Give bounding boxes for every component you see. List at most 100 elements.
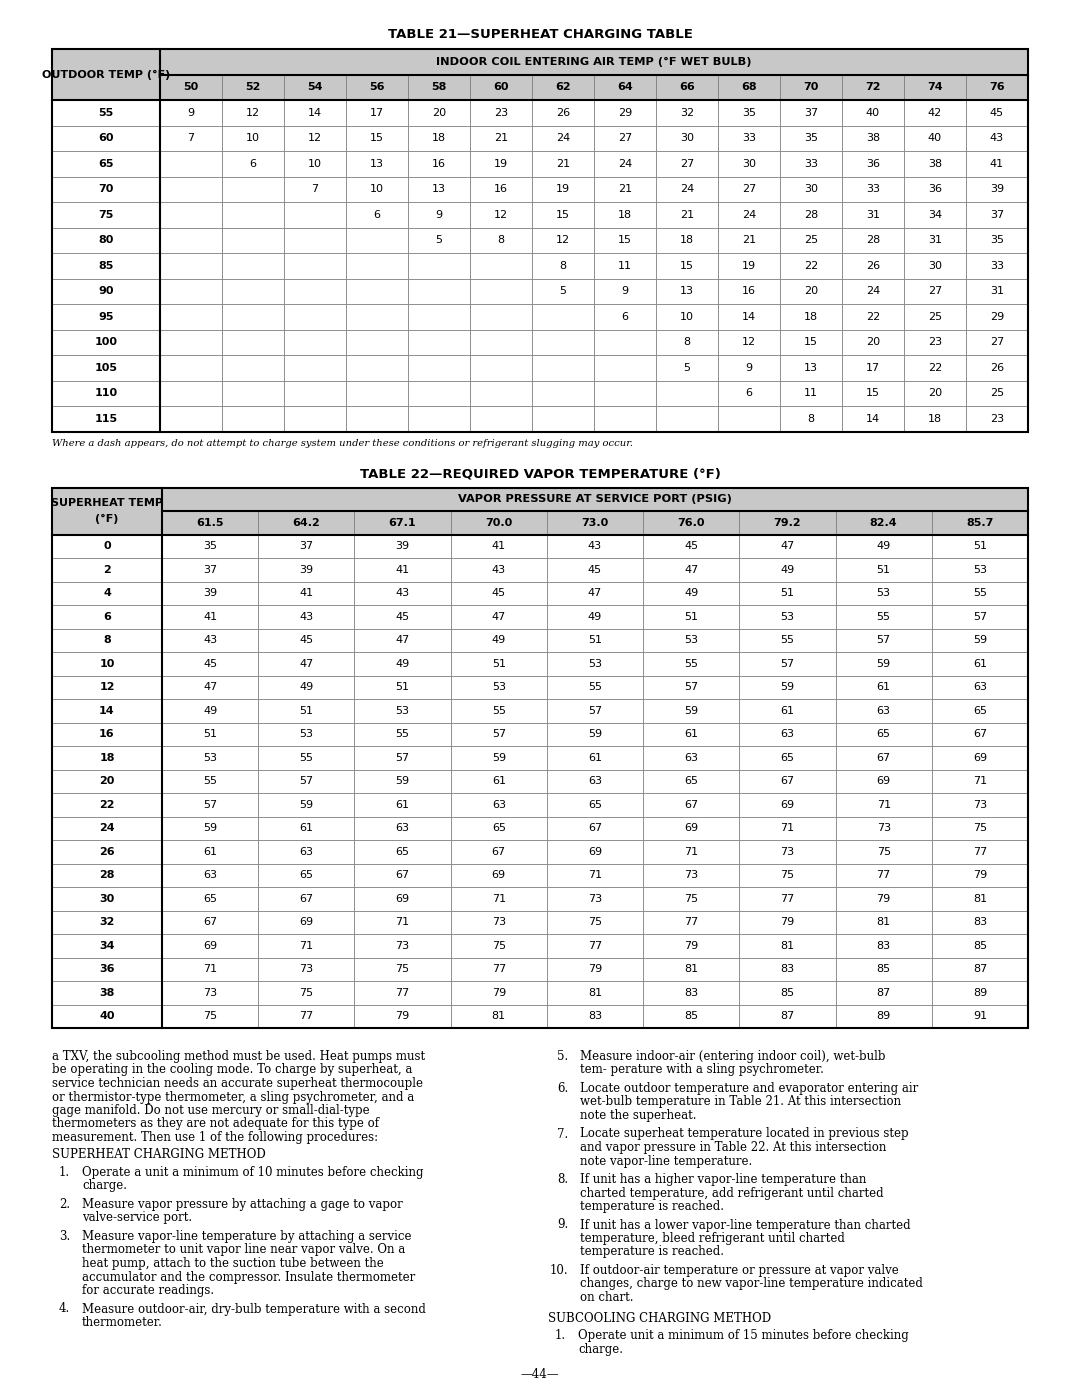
Bar — [160, 305, 222, 330]
Bar — [842, 126, 904, 151]
Text: SUPERHEAT TEMP: SUPERHEAT TEMP — [51, 499, 163, 509]
Text: 71: 71 — [973, 777, 987, 787]
Bar — [470, 355, 532, 380]
Bar — [740, 770, 836, 793]
Bar — [346, 126, 408, 151]
Text: 57: 57 — [491, 729, 505, 739]
Bar — [594, 176, 656, 203]
Bar — [546, 793, 643, 816]
Text: 28: 28 — [866, 235, 880, 246]
Bar — [546, 511, 643, 535]
Bar — [470, 278, 532, 305]
Text: 85.7: 85.7 — [967, 518, 994, 528]
Bar — [656, 151, 718, 176]
Bar — [450, 676, 546, 698]
Text: 35: 35 — [804, 133, 818, 144]
Text: 63: 63 — [588, 777, 602, 787]
Bar — [594, 101, 656, 126]
Bar — [160, 228, 222, 253]
Bar — [532, 176, 594, 203]
Text: 7: 7 — [188, 133, 194, 144]
Text: 81: 81 — [781, 940, 795, 951]
Text: 47: 47 — [203, 682, 217, 693]
Text: 71: 71 — [491, 894, 505, 904]
Bar — [656, 380, 718, 407]
Text: 69: 69 — [395, 894, 409, 904]
Bar — [966, 74, 1028, 101]
Bar — [450, 557, 546, 581]
Bar — [932, 605, 1028, 629]
Bar — [52, 863, 162, 887]
Text: 83: 83 — [973, 918, 987, 928]
Bar — [836, 1004, 932, 1028]
Bar — [346, 330, 408, 355]
Text: 81: 81 — [877, 918, 891, 928]
Text: 37: 37 — [990, 210, 1004, 219]
Bar — [354, 770, 450, 793]
Text: 37: 37 — [203, 564, 217, 574]
Bar — [258, 816, 354, 840]
Bar — [354, 981, 450, 1004]
Text: 57: 57 — [781, 659, 795, 669]
Text: 65: 65 — [395, 847, 409, 856]
Bar — [966, 355, 1028, 380]
Text: 55: 55 — [781, 636, 795, 645]
Bar — [780, 151, 842, 176]
Bar — [546, 652, 643, 676]
Text: 72: 72 — [865, 82, 881, 92]
Bar — [780, 176, 842, 203]
Bar — [532, 407, 594, 432]
Text: 55: 55 — [395, 729, 409, 739]
Text: 49: 49 — [491, 636, 505, 645]
Text: 38: 38 — [866, 133, 880, 144]
Text: 63: 63 — [973, 682, 987, 693]
Bar — [52, 151, 160, 176]
Text: 16: 16 — [742, 286, 756, 296]
Text: 10: 10 — [308, 159, 322, 169]
Text: 23: 23 — [990, 414, 1004, 423]
Bar — [842, 203, 904, 228]
Text: Where a dash appears, do not attempt to charge system under these conditions or : Where a dash appears, do not attempt to … — [52, 440, 633, 448]
Bar — [258, 676, 354, 698]
Bar — [546, 981, 643, 1004]
Text: 9: 9 — [621, 286, 629, 296]
Bar — [52, 816, 162, 840]
Text: 37: 37 — [804, 108, 818, 117]
Text: 25: 25 — [928, 312, 942, 321]
Bar — [162, 581, 258, 605]
Bar — [408, 330, 470, 355]
Bar — [932, 535, 1028, 557]
Text: 13: 13 — [804, 363, 818, 373]
Text: 115: 115 — [94, 414, 118, 423]
Bar — [546, 887, 643, 911]
Bar — [836, 887, 932, 911]
Bar — [842, 407, 904, 432]
Bar — [160, 330, 222, 355]
Text: 29: 29 — [990, 312, 1004, 321]
Bar — [470, 203, 532, 228]
Bar — [643, 629, 740, 652]
Bar — [470, 74, 532, 101]
Bar — [450, 629, 546, 652]
Text: 66: 66 — [679, 82, 694, 92]
Bar — [470, 126, 532, 151]
Bar — [740, 1004, 836, 1028]
Bar — [354, 629, 450, 652]
Text: 55: 55 — [299, 753, 313, 763]
Bar — [258, 840, 354, 863]
Bar — [966, 228, 1028, 253]
Text: 18: 18 — [432, 133, 446, 144]
Bar — [718, 330, 780, 355]
Text: 12: 12 — [556, 235, 570, 246]
Text: 61: 61 — [781, 705, 795, 715]
Text: 79: 79 — [684, 940, 699, 951]
Bar — [162, 816, 258, 840]
Text: 57: 57 — [395, 753, 409, 763]
Bar — [740, 535, 836, 557]
Bar — [932, 746, 1028, 770]
Text: 51: 51 — [299, 705, 313, 715]
Bar — [162, 698, 258, 722]
Bar — [643, 816, 740, 840]
Text: 85: 85 — [973, 940, 987, 951]
Bar — [52, 488, 1028, 1028]
